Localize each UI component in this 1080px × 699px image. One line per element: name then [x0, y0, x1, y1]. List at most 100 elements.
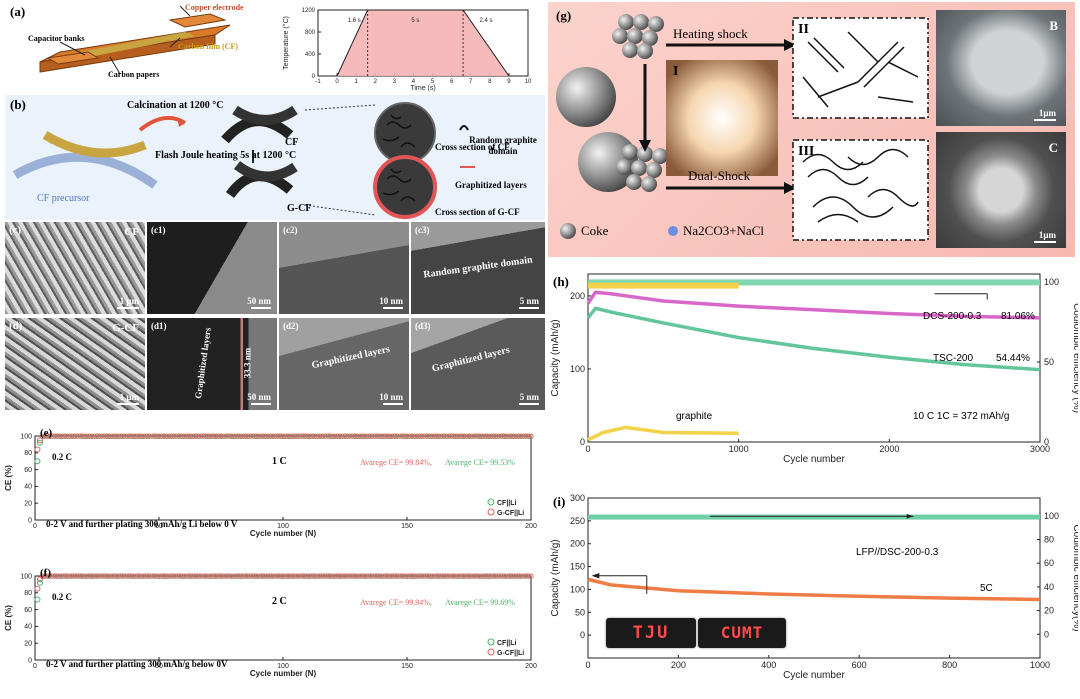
- ce-point: [439, 573, 445, 579]
- ce-point: [94, 433, 100, 439]
- avg-ce-cf: Avarege CE= 99.53%: [445, 458, 515, 467]
- annot-arrowhead: [591, 572, 600, 579]
- ce-point: [431, 573, 437, 579]
- ce-point: [287, 573, 293, 579]
- avg-ce-cf: Avarege CE= 99.69%: [445, 598, 515, 607]
- ce-point: [243, 573, 249, 579]
- y-axis-label: Capacity (mAh/g): [550, 539, 561, 616]
- ce-point: [310, 573, 316, 579]
- ce-point: [238, 573, 244, 579]
- ce-point: [82, 573, 88, 579]
- ce-point: [44, 433, 50, 439]
- ce-point: [193, 573, 199, 579]
- ce-point: [211, 573, 217, 579]
- ce-point: [506, 573, 512, 579]
- y-tick-label: 0: [312, 74, 316, 80]
- annot-lfp: LFP//DSC-200-0.3: [856, 547, 939, 558]
- x-axis-label: Cycle number: [783, 670, 845, 681]
- ce-point: [96, 573, 103, 579]
- x-tick-label: 3000: [1030, 444, 1050, 454]
- ce-point: [104, 433, 110, 439]
- ce-point: [285, 573, 291, 579]
- legend-marker: [487, 648, 495, 656]
- ce-point: [263, 433, 269, 439]
- ce-point: [59, 573, 65, 579]
- ce-point: [357, 433, 363, 439]
- sem-gcf: G-CF 1 μm: [5, 318, 145, 410]
- ce-point: [444, 573, 450, 579]
- ce-point: [173, 573, 179, 579]
- ce-point: [466, 433, 472, 439]
- ce-point: [287, 433, 293, 439]
- ce-point: [223, 573, 229, 579]
- ce-point: [250, 573, 256, 579]
- x-tick-label: 150: [401, 523, 413, 530]
- ce-band-dcs: [588, 279, 1040, 286]
- ce-point: [218, 573, 224, 579]
- x-tick-label: 0: [585, 660, 590, 670]
- ce-point: [144, 573, 150, 579]
- ce-point: [171, 433, 177, 439]
- y2-tick-label: 50: [1044, 357, 1054, 367]
- ce-point: [414, 573, 420, 579]
- ce-point: [399, 573, 405, 579]
- scale-label: 1 μm: [119, 296, 139, 306]
- ce-point: [270, 573, 276, 579]
- ce-point: [141, 573, 147, 579]
- tem-d3: (d3) Graphitized layers 5 nm: [411, 318, 545, 410]
- ce-point: [364, 573, 370, 579]
- y-tick-label: 100: [20, 573, 32, 580]
- ce-point: [186, 573, 192, 579]
- ce-point: [87, 433, 93, 439]
- panel-label-c: (c): [9, 224, 22, 236]
- ce-point: [82, 433, 88, 439]
- annot-graphite: graphite: [676, 411, 713, 422]
- ce-point: [74, 433, 80, 439]
- ce-point: [322, 573, 328, 579]
- ce-point: [52, 573, 58, 579]
- ce-point: [74, 573, 80, 579]
- ce-point: [327, 433, 333, 439]
- ce-point: [201, 573, 207, 579]
- ce-point: [79, 573, 85, 579]
- x-tick-label: -1: [315, 79, 321, 85]
- ce-point: [44, 573, 50, 579]
- ce-point: [357, 573, 363, 579]
- logo-cumt: CUMT: [698, 618, 786, 648]
- series-line: [586, 306, 1041, 372]
- ce-point: [146, 573, 152, 579]
- label-calcination: Calcination at 1200 °C: [127, 100, 224, 111]
- ce-point: [302, 433, 308, 439]
- ce-point: [461, 573, 467, 579]
- panel-label-e: (e): [40, 427, 53, 439]
- label-carbon-papers: Carbon papers: [108, 70, 160, 79]
- ce-point: [352, 433, 358, 439]
- ce-point: [198, 573, 204, 579]
- ce-point: [52, 433, 58, 439]
- ce-point: [377, 433, 383, 439]
- ce-point: [516, 433, 522, 439]
- ce-point: [354, 433, 360, 439]
- y-tick-label: 200: [570, 291, 585, 301]
- ce-point: [109, 433, 115, 439]
- ce-point: [265, 433, 271, 439]
- x-tick-label: 4: [412, 79, 416, 85]
- y-tick-label: 300: [570, 493, 585, 503]
- ce-point: [47, 433, 53, 439]
- ce-point: [161, 573, 167, 579]
- ce-point: [290, 573, 296, 579]
- ce-point: [243, 433, 249, 439]
- ce-point: [134, 433, 140, 439]
- ce-point: [382, 573, 388, 579]
- phase-duration-label: 2.4 s: [479, 18, 492, 24]
- ce-point: [277, 573, 284, 579]
- panel-label-g: (g): [556, 8, 572, 23]
- ce-point: [451, 433, 457, 439]
- ce-point: [446, 433, 452, 439]
- ce-point: [84, 433, 90, 439]
- ce-point: [379, 573, 385, 579]
- sem-cf: CF 1 μm: [5, 222, 145, 314]
- ce-point: [87, 573, 93, 579]
- ce-point: [518, 573, 524, 579]
